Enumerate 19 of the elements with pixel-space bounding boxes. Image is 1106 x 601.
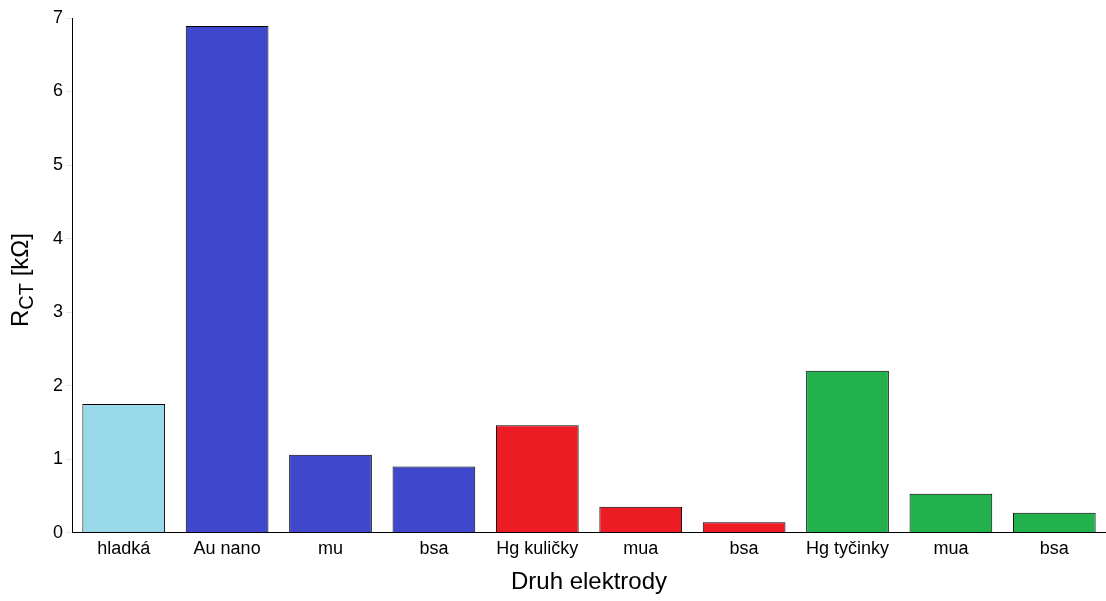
x-tick-label: bsa [1039, 538, 1070, 559]
y-tick-label: 5 [53, 154, 64, 174]
y-tick-label: 4 [53, 227, 64, 248]
x-tick-label: mu [318, 538, 344, 559]
x-tick-label: bsa [419, 538, 450, 559]
x-tick-label: hladká [97, 538, 152, 559]
y-tick-label: 3 [53, 301, 64, 322]
x-tick-label: Au nano [193, 538, 261, 559]
x-tick-label: mua [933, 538, 970, 559]
x-tick-label: Hg tyčinky [805, 538, 890, 559]
x-tick-label: Hg kuličky [496, 538, 579, 559]
y-tick-label: 2 [53, 374, 64, 395]
y-tick-label: 0 [53, 521, 64, 542]
x-tick-label: mua [623, 538, 660, 559]
y-tick-label: 1 [53, 448, 64, 469]
x-tick-label: bsa [729, 538, 760, 559]
y-tick-label: 6 [53, 80, 64, 101]
x-axis-title: Druh elektrody [510, 567, 668, 595]
y-tick-label: 7 [53, 6, 64, 27]
